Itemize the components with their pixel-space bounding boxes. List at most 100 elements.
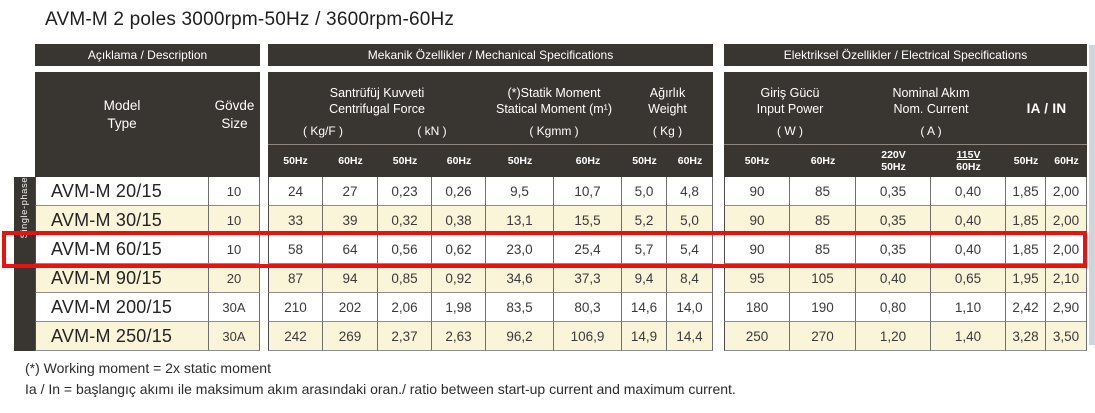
section-gap [260, 177, 268, 206]
freq-label: 50Hz [283, 155, 308, 167]
current-220v-50hz-cell: 0,40 [856, 264, 931, 293]
ia-in-60hz-cell: 2,00 [1046, 206, 1087, 235]
current-115v-60hz-cell: 1,10 [931, 293, 1006, 322]
footnotes: (*) Working moment = 2x static moment Ia… [25, 358, 736, 399]
table-row: AVM-M 20/15 10 24 27 0,23 0,26 9,5 10,7 … [35, 177, 1087, 206]
column-header-nominal-current: Nominal Akım Nom. Current [892, 86, 970, 116]
current-115v-60hz-cell: 1,40 [931, 322, 1006, 351]
input-power-50hz-cell: 250 [724, 322, 790, 351]
static-moment-60hz-cell: 106,9 [554, 322, 622, 351]
static-moment-50hz-cell: 13,1 [486, 206, 554, 235]
freq-label: 60Hz [338, 155, 363, 167]
input-power-50hz-cell: 90 [724, 206, 790, 235]
single-phase-sidebar: Single-phase [14, 177, 35, 351]
section-gap [713, 264, 724, 293]
column-header-frame-en: Size [221, 115, 248, 131]
weight-60hz-cell: 5,0 [667, 206, 713, 235]
section-gap [713, 177, 724, 206]
frame-size-cell: 30A [209, 293, 260, 322]
section-header-mechanical: Mekanik Özellikler / Mechanical Specific… [268, 44, 713, 66]
section-gap [260, 264, 268, 293]
weight-60hz-cell: 14,0 [667, 293, 713, 322]
freq-label: 50Hz [392, 155, 418, 167]
current-115v-60hz-cell: 0,40 [931, 177, 1006, 206]
frame-size-cell: 30A [209, 322, 260, 351]
spec-table-body: AVM-M 20/15 10 24 27 0,23 0,26 9,5 10,7 … [35, 177, 1087, 351]
ia-in-50hz-cell: 1,85 [1006, 177, 1046, 206]
centrifugal-kgf-60hz-cell: 39 [323, 206, 378, 235]
model-cell: AVM-M 30/15 [35, 206, 209, 235]
weight-50hz-cell: 14,6 [622, 293, 667, 322]
frame-size-cell: 10 [209, 206, 260, 235]
static-moment-60hz-cell: 15,5 [554, 206, 622, 235]
static-moment-50hz-cell: 23,0 [486, 235, 554, 264]
centrifugal-kn-60hz-cell: 0,62 [432, 235, 486, 264]
static-moment-60hz-cell: 10,7 [554, 177, 622, 206]
current-220v-50hz-cell: 0,35 [856, 177, 931, 206]
column-header-static-moment: (*)Statik Moment Statical Moment (m¹) [496, 86, 612, 116]
current-220v-50hz-cell: 0,35 [856, 206, 931, 235]
centrifugal-kn-60hz-cell: 1,98 [432, 293, 486, 322]
section-gap [713, 235, 724, 264]
centrifugal-kgf-60hz-cell: 269 [323, 322, 378, 351]
weight-60hz-cell: 5,4 [667, 235, 713, 264]
centrifugal-kgf-50hz-cell: 24 [268, 177, 323, 206]
current-115v-60hz-cell: 0,40 [931, 206, 1006, 235]
static-moment-50hz-cell: 34,6 [486, 264, 554, 293]
centrifugal-kn-50hz-cell: 2,06 [378, 293, 432, 322]
column-header-model-tr: Model [103, 97, 141, 113]
column-header-frame-size: Gövde Size [209, 72, 260, 177]
section-gap [260, 322, 268, 351]
ia-in-60hz-cell: 2,00 [1046, 235, 1087, 264]
frame-size-cell: 10 [209, 177, 260, 206]
table-row: AVM-M 60/15 10 58 64 0,56 0,62 23,0 25,4… [35, 235, 1087, 264]
freq-label: 60Hz [677, 155, 703, 167]
static-moment-50hz-cell: 96,2 [486, 322, 554, 351]
unit-kn: ( kN ) [417, 124, 447, 138]
footnote-ia-in: Ia / In = başlangıç akımı ile maksimum a… [25, 380, 736, 397]
centrifugal-kgf-50hz-cell: 87 [268, 264, 323, 293]
weight-50hz-cell: 14,9 [622, 322, 667, 351]
centrifugal-kn-50hz-cell: 0,85 [378, 264, 432, 293]
current-220v-50hz-cell: 0,80 [856, 293, 931, 322]
ia-in-50hz-cell: 1,85 [1006, 235, 1046, 264]
freq-label: 50Hz [507, 155, 533, 167]
ia-in-60hz-cell: 3,50 [1046, 322, 1087, 351]
freq-label: 60Hz [446, 155, 472, 167]
section-gap [260, 293, 268, 322]
model-cell: AVM-M 200/15 [35, 293, 209, 322]
column-header-input-power: Giriş Gücü Input Power [756, 86, 824, 116]
centrifugal-kgf-60hz-cell: 94 [323, 264, 378, 293]
freq-label-220v-50hz: 220V 50Hz [881, 149, 906, 173]
centrifugal-kn-60hz-cell: 0,26 [432, 177, 486, 206]
description-header-block: Model Type Gövde Size [35, 72, 260, 177]
input-power-50hz-cell: 180 [724, 293, 790, 322]
centrifugal-kgf-50hz-cell: 242 [268, 322, 323, 351]
table-row: AVM-M 90/15 20 87 94 0,85 0,92 34,6 37,3… [35, 264, 1087, 293]
freq-label: 50Hz [744, 155, 770, 167]
input-power-50hz-cell: 95 [724, 264, 790, 293]
mechanical-header-block: Santrüfüj Kuvveti Centrifugal Force (*)S… [268, 72, 713, 177]
column-header-model: Model Type [35, 72, 209, 177]
ia-in-50hz-cell: 1,85 [1006, 206, 1046, 235]
page-title: AVM-M 2 poles 3000rpm-50Hz / 3600rpm-60H… [45, 9, 455, 30]
section-gap [713, 322, 724, 351]
static-moment-60hz-cell: 25,4 [554, 235, 622, 264]
column-header-centrifugal-force: Santrüfüj Kuvveti Centrifugal Force [329, 86, 425, 116]
frame-size-cell: 20 [209, 264, 260, 293]
centrifugal-kn-50hz-cell: 0,56 [378, 235, 432, 264]
section-header-electrical: Elektriksel Özellikler / Electrical Spec… [724, 44, 1087, 66]
ia-in-50hz-cell: 2,42 [1006, 293, 1046, 322]
freq-label: 60Hz [1054, 155, 1079, 167]
centrifugal-kn-60hz-cell: 2,63 [432, 322, 486, 351]
centrifugal-kgf-60hz-cell: 64 [323, 235, 378, 264]
unit-kgmm: ( Kgmm ) [529, 124, 579, 138]
section-header-description: Açıklama / Description [35, 44, 260, 66]
freq-label: 60Hz [810, 155, 836, 167]
section-gap [713, 206, 724, 235]
model-cell: AVM-M 90/15 [35, 264, 209, 293]
freq-label: 50Hz [632, 155, 657, 167]
table-row: AVM-M 200/15 30A 210 202 2,06 1,98 83,5 … [35, 293, 1087, 322]
static-moment-50hz-cell: 9,5 [486, 177, 554, 206]
